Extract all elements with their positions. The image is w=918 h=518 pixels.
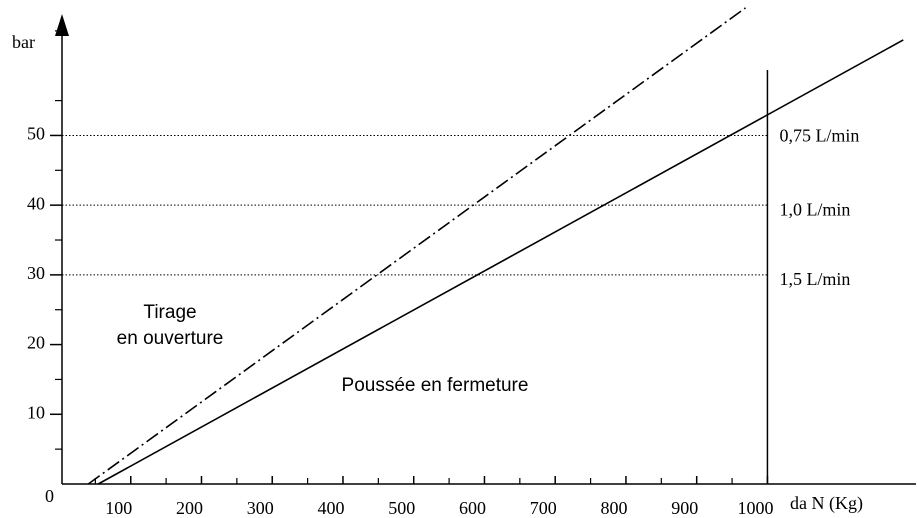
y-tick-label: 50 bbox=[27, 124, 45, 144]
x-tick-label: 400 bbox=[317, 498, 344, 518]
annotation: Poussée en fermeture bbox=[342, 375, 529, 396]
x-axis-label: da N (Kg) bbox=[790, 493, 863, 514]
x-tick-label: 900 bbox=[671, 498, 698, 518]
x-tick-label: 800 bbox=[600, 498, 627, 518]
reference-label: 1,5 L/min bbox=[779, 269, 850, 289]
x-tick-label: 500 bbox=[388, 498, 415, 518]
x-tick-label: 1000 bbox=[737, 498, 773, 518]
y-axis-arrow bbox=[55, 14, 69, 36]
reference-label: 0,75 L/min bbox=[779, 126, 859, 146]
series-line bbox=[97, 39, 904, 485]
x-tick-label: 300 bbox=[247, 498, 274, 518]
x-tick-label: 200 bbox=[176, 498, 203, 518]
y-tick-label: 40 bbox=[27, 193, 45, 213]
reference-label: 1,0 L/min bbox=[779, 199, 850, 219]
series-line bbox=[87, 7, 746, 485]
x-tick-label: 600 bbox=[459, 498, 486, 518]
origin-label: 0 bbox=[45, 486, 54, 506]
y-tick-label: 20 bbox=[27, 333, 45, 353]
y-axis-label: bar bbox=[12, 32, 35, 52]
x-tick-label: 100 bbox=[105, 498, 132, 518]
x-tick-label: 700 bbox=[530, 498, 557, 518]
y-tick-label: 30 bbox=[27, 263, 45, 283]
annotation: Tirage bbox=[143, 302, 196, 323]
annotation: en ouverture bbox=[117, 328, 224, 349]
y-tick-label: 10 bbox=[27, 402, 45, 422]
